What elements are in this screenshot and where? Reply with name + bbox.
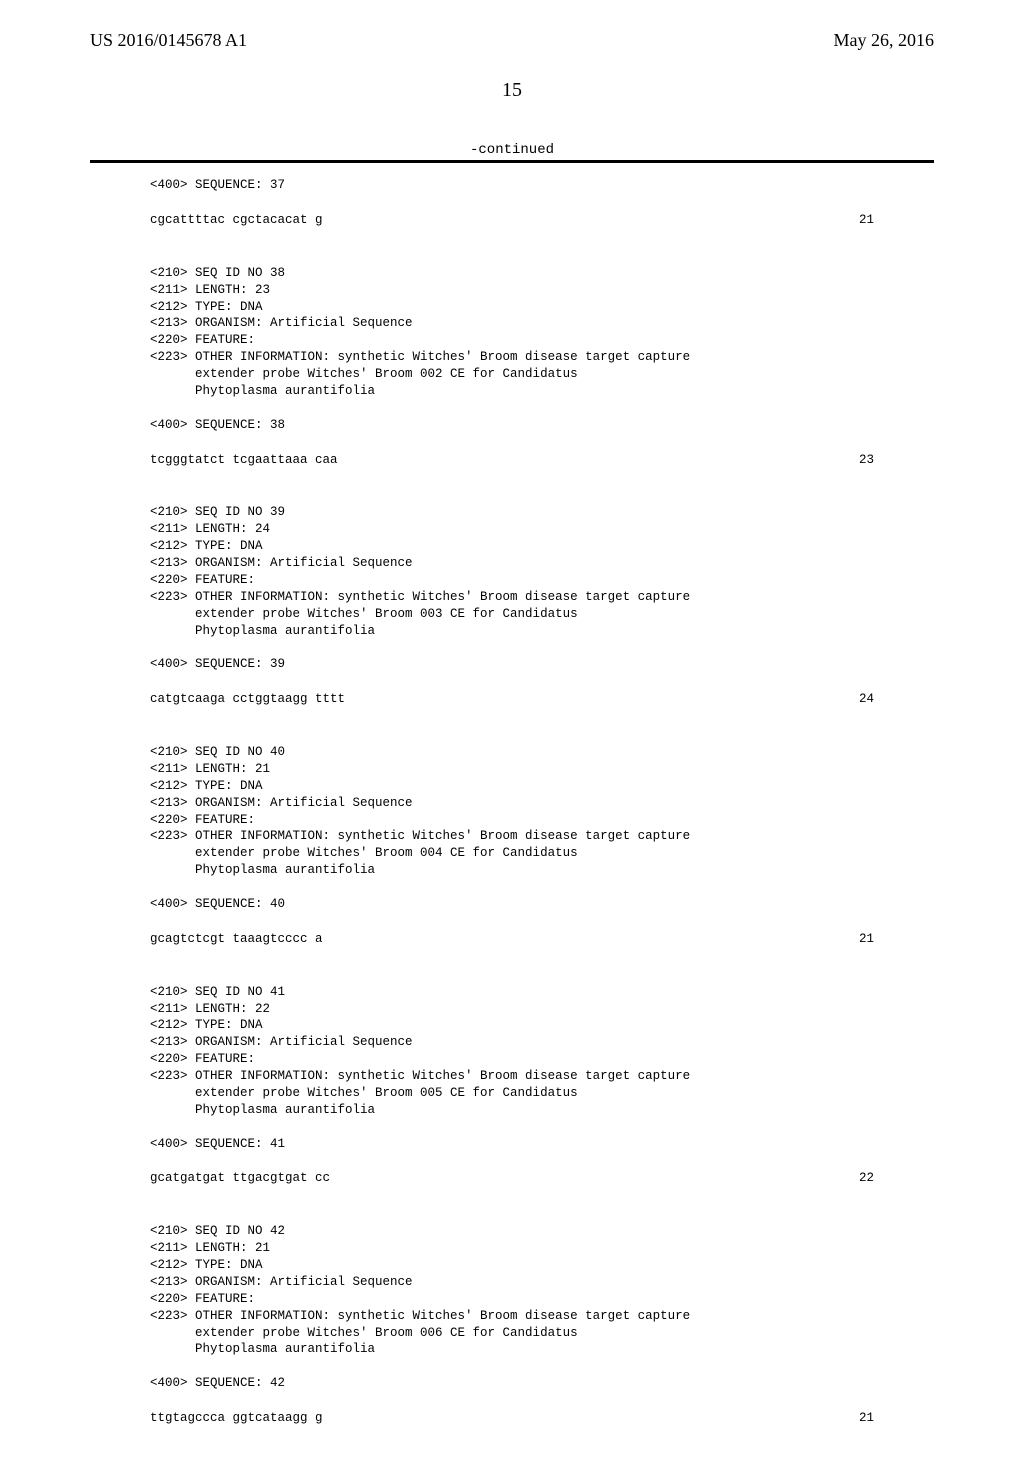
- seq-meta-line: <210> SEQ ID NO 42: [150, 1223, 874, 1240]
- seq-meta-line: [150, 400, 874, 417]
- sequence-length: 21: [834, 212, 874, 229]
- seq-meta-line: Phytoplasma aurantifolia: [150, 383, 874, 400]
- sequence-length: 23: [834, 452, 874, 469]
- seq-meta-line: Phytoplasma aurantifolia: [150, 1341, 874, 1358]
- seq-meta-line: [150, 1358, 874, 1375]
- seq-meta-line: Phytoplasma aurantifolia: [150, 623, 874, 640]
- block-spacer: [150, 1205, 874, 1223]
- seq-meta-line: <210> SEQ ID NO 38: [150, 265, 874, 282]
- block-spacer: [150, 229, 874, 247]
- seq-meta-line: <220> FEATURE:: [150, 572, 874, 589]
- seq-meta-line: <223> OTHER INFORMATION: synthetic Witch…: [150, 1308, 874, 1325]
- block-spacer: [150, 948, 874, 966]
- sequence-row: ttgtagccca ggtcataagg g 21: [150, 1410, 874, 1427]
- seq-meta-line: extender probe Witches' Broom 006 CE for…: [150, 1325, 874, 1342]
- seq-spacer: [150, 434, 874, 452]
- seq-meta-line: <212> TYPE: DNA: [150, 778, 874, 795]
- sequence-listing: <400> SEQUENCE: 37 cgcattttac cgctacacat …: [90, 173, 934, 1427]
- seq-meta-line: <213> ORGANISM: Artificial Sequence: [150, 1274, 874, 1291]
- sequence-text: cgcattttac cgctacacat g: [150, 212, 323, 229]
- seq-meta-line: <213> ORGANISM: Artificial Sequence: [150, 315, 874, 332]
- seq-meta-line: <400> SEQUENCE: 41: [150, 1136, 874, 1153]
- seq-meta-line: <223> OTHER INFORMATION: synthetic Witch…: [150, 589, 874, 606]
- sequence-text: ttgtagccca ggtcataagg g: [150, 1410, 323, 1427]
- seq-meta-line: extender probe Witches' Broom 002 CE for…: [150, 366, 874, 383]
- seq-spacer: [150, 1392, 874, 1410]
- seq-meta-line: extender probe Witches' Broom 004 CE for…: [150, 845, 874, 862]
- sequence-length: 22: [834, 1170, 874, 1187]
- block-spacer: [150, 486, 874, 504]
- seq-spacer: [150, 1152, 874, 1170]
- seq-meta-line: <223> OTHER INFORMATION: synthetic Witch…: [150, 1068, 874, 1085]
- seq-meta-line: <400> SEQUENCE: 37: [150, 177, 874, 194]
- seq-meta-line: <211> LENGTH: 21: [150, 1240, 874, 1257]
- seq-meta-line: <212> TYPE: DNA: [150, 1257, 874, 1274]
- seq-meta-line: <223> OTHER INFORMATION: synthetic Witch…: [150, 349, 874, 366]
- seq-meta-line: <220> FEATURE:: [150, 1051, 874, 1068]
- publication-date: May 26, 2016: [834, 30, 935, 51]
- publication-number: US 2016/0145678 A1: [90, 30, 247, 51]
- sequence-text: catgtcaaga cctggtaagg tttt: [150, 691, 345, 708]
- seq-spacer: [150, 673, 874, 691]
- seq-meta-line: [150, 1119, 874, 1136]
- block-spacer: [150, 726, 874, 744]
- seq-meta-line: <220> FEATURE:: [150, 812, 874, 829]
- seq-meta-line: <400> SEQUENCE: 39: [150, 656, 874, 673]
- continued-label: -continued: [90, 142, 934, 158]
- page-number: 15: [90, 79, 934, 102]
- block-spacer: [150, 966, 874, 984]
- seq-meta-line: <220> FEATURE:: [150, 1291, 874, 1308]
- seq-meta-line: <400> SEQUENCE: 42: [150, 1375, 874, 1392]
- seq-meta-line: Phytoplasma aurantifolia: [150, 862, 874, 879]
- block-spacer: [150, 1187, 874, 1205]
- seq-meta-line: <213> ORGANISM: Artificial Sequence: [150, 555, 874, 572]
- seq-meta-line: <212> TYPE: DNA: [150, 299, 874, 316]
- seq-meta-line: <223> OTHER INFORMATION: synthetic Witch…: [150, 828, 874, 845]
- seq-meta-line: extender probe Witches' Broom 003 CE for…: [150, 606, 874, 623]
- seq-meta-line: extender probe Witches' Broom 005 CE for…: [150, 1085, 874, 1102]
- seq-meta-line: <220> FEATURE:: [150, 332, 874, 349]
- seq-meta-line: <211> LENGTH: 23: [150, 282, 874, 299]
- top-rule: [90, 160, 934, 163]
- sequence-text: gcatgatgat ttgacgtgat cc: [150, 1170, 330, 1187]
- seq-meta-line: <210> SEQ ID NO 41: [150, 984, 874, 1001]
- sequence-length: 24: [834, 691, 874, 708]
- seq-meta-line: <211> LENGTH: 24: [150, 521, 874, 538]
- sequence-length: 21: [834, 1410, 874, 1427]
- seq-meta-line: <210> SEQ ID NO 39: [150, 504, 874, 521]
- seq-meta-line: <213> ORGANISM: Artificial Sequence: [150, 795, 874, 812]
- seq-spacer: [150, 194, 874, 212]
- seq-meta-line: <400> SEQUENCE: 38: [150, 417, 874, 434]
- block-spacer: [150, 468, 874, 486]
- seq-meta-line: <212> TYPE: DNA: [150, 1017, 874, 1034]
- sequence-row: gcatgatgat ttgacgtgat cc 22: [150, 1170, 874, 1187]
- header-row: US 2016/0145678 A1 May 26, 2016: [90, 30, 934, 51]
- sequence-row: gcagtctcgt taaagtcccc a 21: [150, 931, 874, 948]
- sequence-text: tcgggtatct tcgaattaaa caa: [150, 452, 338, 469]
- seq-meta-line: [150, 879, 874, 896]
- sequence-length: 21: [834, 931, 874, 948]
- seq-spacer: [150, 913, 874, 931]
- seq-meta-line: <213> ORGANISM: Artificial Sequence: [150, 1034, 874, 1051]
- sequence-row: tcgggtatct tcgaattaaa caa 23: [150, 452, 874, 469]
- seq-meta-line: <211> LENGTH: 21: [150, 761, 874, 778]
- sequence-text: gcagtctcgt taaagtcccc a: [150, 931, 323, 948]
- block-spacer: [150, 708, 874, 726]
- seq-meta-line: <212> TYPE: DNA: [150, 538, 874, 555]
- seq-meta-line: [150, 639, 874, 656]
- page-container: US 2016/0145678 A1 May 26, 2016 15 -cont…: [0, 0, 1024, 1457]
- seq-meta-line: <211> LENGTH: 22: [150, 1001, 874, 1018]
- seq-meta-line: <210> SEQ ID NO 40: [150, 744, 874, 761]
- sequence-row: catgtcaaga cctggtaagg tttt 24: [150, 691, 874, 708]
- seq-meta-line: Phytoplasma aurantifolia: [150, 1102, 874, 1119]
- sequence-row: cgcattttac cgctacacat g 21: [150, 212, 874, 229]
- seq-meta-line: <400> SEQUENCE: 40: [150, 896, 874, 913]
- block-spacer: [150, 247, 874, 265]
